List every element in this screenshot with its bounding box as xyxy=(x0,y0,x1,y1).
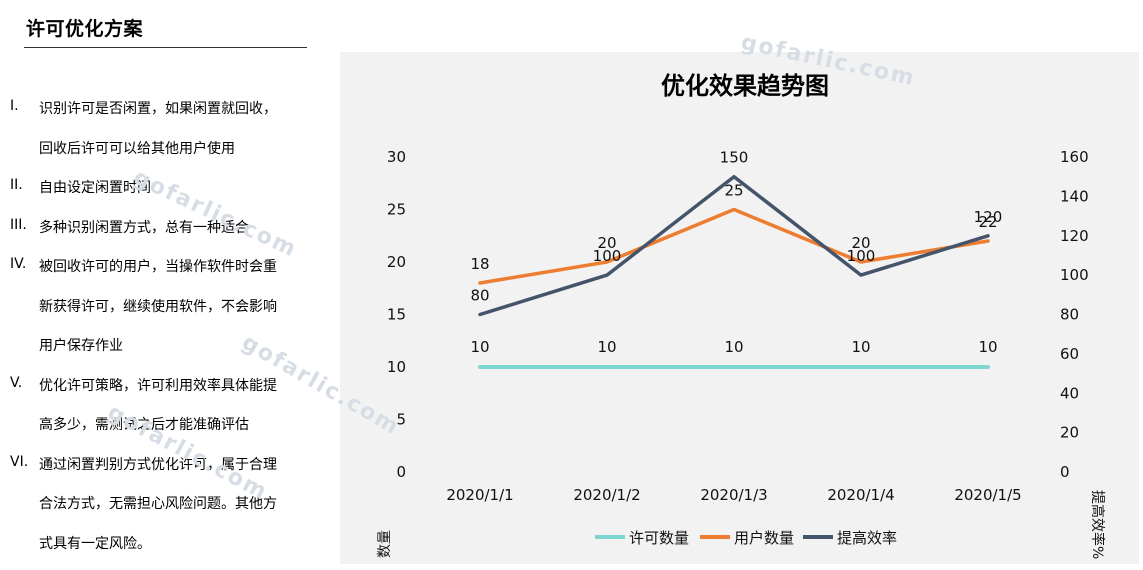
data-label: 20 xyxy=(851,234,870,252)
left-axis-ticks: 0 5 10 15 20 25 30 xyxy=(387,148,406,481)
x-tick-label: 2020/1/4 xyxy=(827,486,894,504)
data-labels: 10 10 10 10 10 18 20 25 20 22 80 100 150 100 120 xyxy=(470,149,1002,356)
item-text-line: 式具有一定风险。 xyxy=(39,535,151,552)
data-label: 10 xyxy=(724,338,743,356)
item-text-line: 优化许可策略，许可利用效率具体能提 xyxy=(39,377,277,394)
right-tick-label: 120 xyxy=(1060,227,1089,245)
right-tick-label: 0 xyxy=(1060,463,1070,481)
data-label: 10 xyxy=(597,338,616,356)
item-numeral: V. xyxy=(10,374,23,391)
series-lines xyxy=(478,174,990,369)
data-label: 120 xyxy=(974,208,1003,226)
trend-chart: 优化效果趋势图 0 5 10 15 20 25 30 0 20 40 60 80 100 120 140 1… xyxy=(377,72,1106,559)
item-numeral: IV. xyxy=(10,256,27,272)
item-numeral: II. xyxy=(10,177,23,193)
right-tick-label: 160 xyxy=(1060,148,1089,166)
item-text-line: 自由设定闲置时间 xyxy=(39,180,151,196)
data-label: 100 xyxy=(593,247,622,265)
left-tick-label: 5 xyxy=(396,411,406,429)
left-tick-label: 30 xyxy=(387,148,406,166)
right-axis-ticks: 0 20 40 60 80 100 120 140 160 xyxy=(1060,148,1089,481)
chart-title: 优化效果趋势图 xyxy=(661,72,829,100)
left-axis-title: 数量 xyxy=(377,530,393,558)
item-numeral: VI. xyxy=(10,453,29,470)
left-tick-label: 25 xyxy=(387,201,406,219)
item-text-line: 通过闲置判别方式优化许可，属于合理 xyxy=(39,456,277,473)
item-text-line: 用户保存作业 xyxy=(39,338,123,354)
legend-item: 提高效率 xyxy=(803,529,897,547)
left-tick-label: 10 xyxy=(387,358,406,376)
data-label: 10 xyxy=(470,338,489,356)
item-text-line: 合法方式，无需担心风险问题。其他方 xyxy=(39,496,277,512)
x-tick-label: 2020/1/1 xyxy=(446,486,513,504)
right-tick-label: 40 xyxy=(1060,384,1079,402)
right-tick-label: 140 xyxy=(1060,187,1089,205)
data-label: 150 xyxy=(720,149,749,167)
right-tick-label: 80 xyxy=(1060,306,1079,324)
data-label: 18 xyxy=(470,255,489,273)
x-tick-label: 2020/1/2 xyxy=(573,486,640,504)
item-text-line: 高多少，需测试之后才能准确评估 xyxy=(39,417,249,433)
legend-label: 提高效率 xyxy=(837,529,897,547)
right-tick-label: 60 xyxy=(1060,345,1079,363)
x-tick-label: 2020/1/5 xyxy=(954,486,1021,504)
data-label: 20 xyxy=(597,234,616,252)
series-line xyxy=(478,207,990,285)
right-tick-label: 20 xyxy=(1060,424,1079,442)
item-text-line: 新获得许可，继续使用软件，不会影响 xyxy=(39,298,277,315)
series-line xyxy=(478,174,990,317)
legend-label: 用户数量 xyxy=(734,529,794,547)
item-text-line: 回收后许可可以给其他用户使用 xyxy=(39,140,235,157)
legend-label: 许可数量 xyxy=(629,529,689,547)
data-label: 100 xyxy=(847,247,876,265)
x-tick-label: 2020/1/3 xyxy=(700,486,767,504)
optimization-plan-panel: 许可优化方案 I. 识别许可是否闲置，如果闲置就回收， 回收后许可可以给其他用户使用… xyxy=(0,0,330,570)
left-tick-label: 0 xyxy=(396,463,406,481)
chart-legend: 许可数量 用户数量 提高效率 xyxy=(595,529,897,547)
left-tick-label: 20 xyxy=(387,253,406,271)
data-label: 22 xyxy=(978,213,997,231)
item-text-line: 多种识别闲置方式，总有一种适合 xyxy=(39,219,249,236)
data-label: 10 xyxy=(851,338,870,356)
title-underline xyxy=(24,47,307,48)
panel-title: 许可优化方案 xyxy=(26,18,144,40)
item-text-line: 被回收许可的用户，当操作软件时会重 xyxy=(39,259,277,275)
item-numeral: I. xyxy=(10,98,19,114)
item-text-line: 识别许可是否闲置，如果闲置就回收， xyxy=(39,101,277,117)
x-axis-ticks: 2020/1/1 2020/1/2 2020/1/3 2020/1/4 2020/1/5 xyxy=(446,486,1021,504)
data-label: 25 xyxy=(724,182,743,200)
right-axis-title: 提高效率% xyxy=(1089,490,1106,559)
right-tick-label: 100 xyxy=(1060,266,1089,284)
data-label: 10 xyxy=(978,338,997,356)
item-numeral: III. xyxy=(10,216,27,233)
data-label: 80 xyxy=(470,287,489,305)
legend-item: 用户数量 xyxy=(700,529,794,547)
left-tick-label: 15 xyxy=(387,306,406,324)
trend-chart-panel: 优化效果趋势图 0 5 10 15 20 25 30 0 20 40 60 80 100 120 140 1… xyxy=(340,52,1139,564)
legend-item: 许可数量 xyxy=(595,529,689,547)
